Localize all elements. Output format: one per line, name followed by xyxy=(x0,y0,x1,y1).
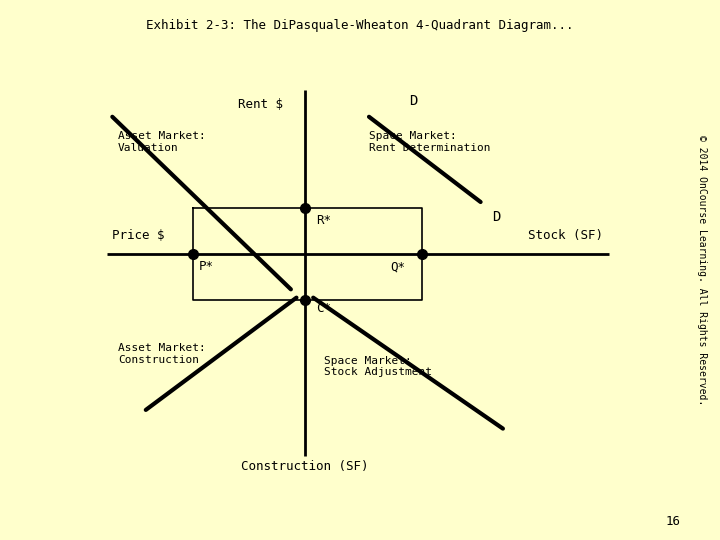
Text: Space Market:
Rent Determination: Space Market: Rent Determination xyxy=(369,131,490,153)
Text: Q*: Q* xyxy=(390,260,405,273)
Text: Price $: Price $ xyxy=(112,228,165,241)
Text: 16: 16 xyxy=(665,515,680,528)
Text: Construction (SF): Construction (SF) xyxy=(241,460,369,473)
Text: Stock (SF): Stock (SF) xyxy=(528,228,603,241)
Text: Asset Market:
Construction: Asset Market: Construction xyxy=(118,343,206,365)
Text: D: D xyxy=(410,94,418,108)
Text: Rent $: Rent $ xyxy=(238,98,282,111)
Text: © 2014 OnCourse Learning. All Rights Reserved.: © 2014 OnCourse Learning. All Rights Res… xyxy=(697,135,707,405)
Text: Exhibit 2-3: The DiPasquale-Wheaton 4-Quadrant Diagram...: Exhibit 2-3: The DiPasquale-Wheaton 4-Qu… xyxy=(146,19,574,32)
Text: D: D xyxy=(492,210,500,224)
Text: P*: P* xyxy=(199,260,214,273)
Text: Asset Market:
Valuation: Asset Market: Valuation xyxy=(118,131,206,153)
Text: R*: R* xyxy=(316,214,331,227)
Text: Space Market:
Stock Adjustment: Space Market: Stock Adjustment xyxy=(324,356,432,377)
Text: C*: C* xyxy=(316,302,331,315)
